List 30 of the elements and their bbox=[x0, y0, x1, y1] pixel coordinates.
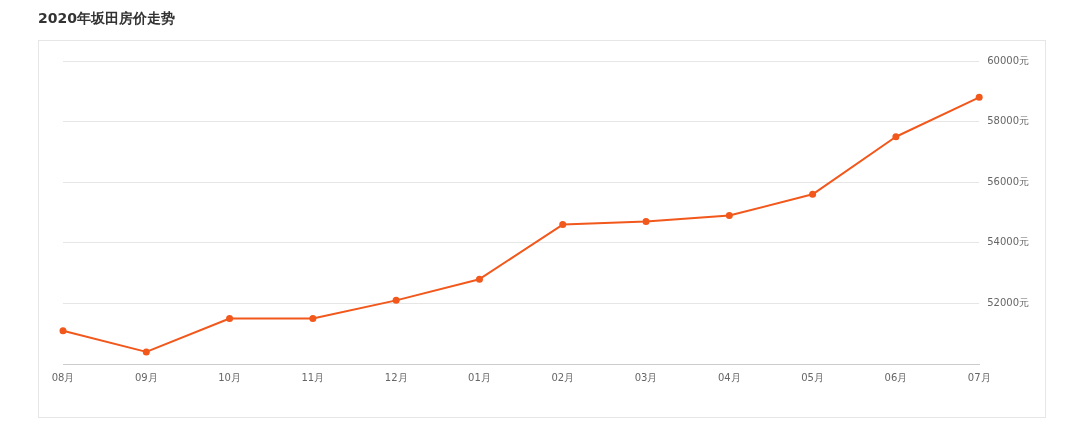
point bbox=[59, 327, 67, 335]
y-tick-label: 58000元 bbox=[987, 115, 1029, 127]
y-tick-label: 56000元 bbox=[987, 175, 1029, 187]
y-tick-label: 52000元 bbox=[987, 296, 1029, 308]
y-tick-label: 54000元 bbox=[987, 236, 1029, 248]
point bbox=[475, 275, 483, 283]
y-tick-label: 60000元 bbox=[987, 54, 1029, 66]
x-tick-label: 08月 bbox=[51, 371, 75, 383]
x-tick-label: 03月 bbox=[634, 371, 658, 383]
point bbox=[642, 218, 650, 226]
point bbox=[392, 296, 400, 304]
x-tick-label: 01月 bbox=[468, 371, 491, 383]
x-tick-label: 12月 bbox=[384, 371, 408, 383]
point bbox=[892, 133, 900, 141]
point bbox=[309, 315, 317, 323]
point bbox=[975, 93, 983, 101]
x-tick-label: 09月 bbox=[134, 371, 158, 383]
point bbox=[809, 190, 817, 198]
x-tick-label: 11月 bbox=[301, 371, 325, 383]
point bbox=[226, 315, 234, 323]
x-tick-label: 10月 bbox=[218, 371, 241, 383]
point bbox=[559, 221, 567, 229]
x-tick-label: 06月 bbox=[884, 371, 908, 383]
x-tick-label: 04月 bbox=[717, 371, 741, 383]
x-tick-label: 02月 bbox=[551, 371, 575, 383]
point bbox=[725, 212, 733, 220]
x-tick-label: 05月 bbox=[801, 371, 824, 383]
point bbox=[142, 348, 150, 356]
chart-title: 2020年坂田房价走势 bbox=[38, 10, 175, 28]
x-tick-label: 07月 bbox=[967, 371, 991, 383]
